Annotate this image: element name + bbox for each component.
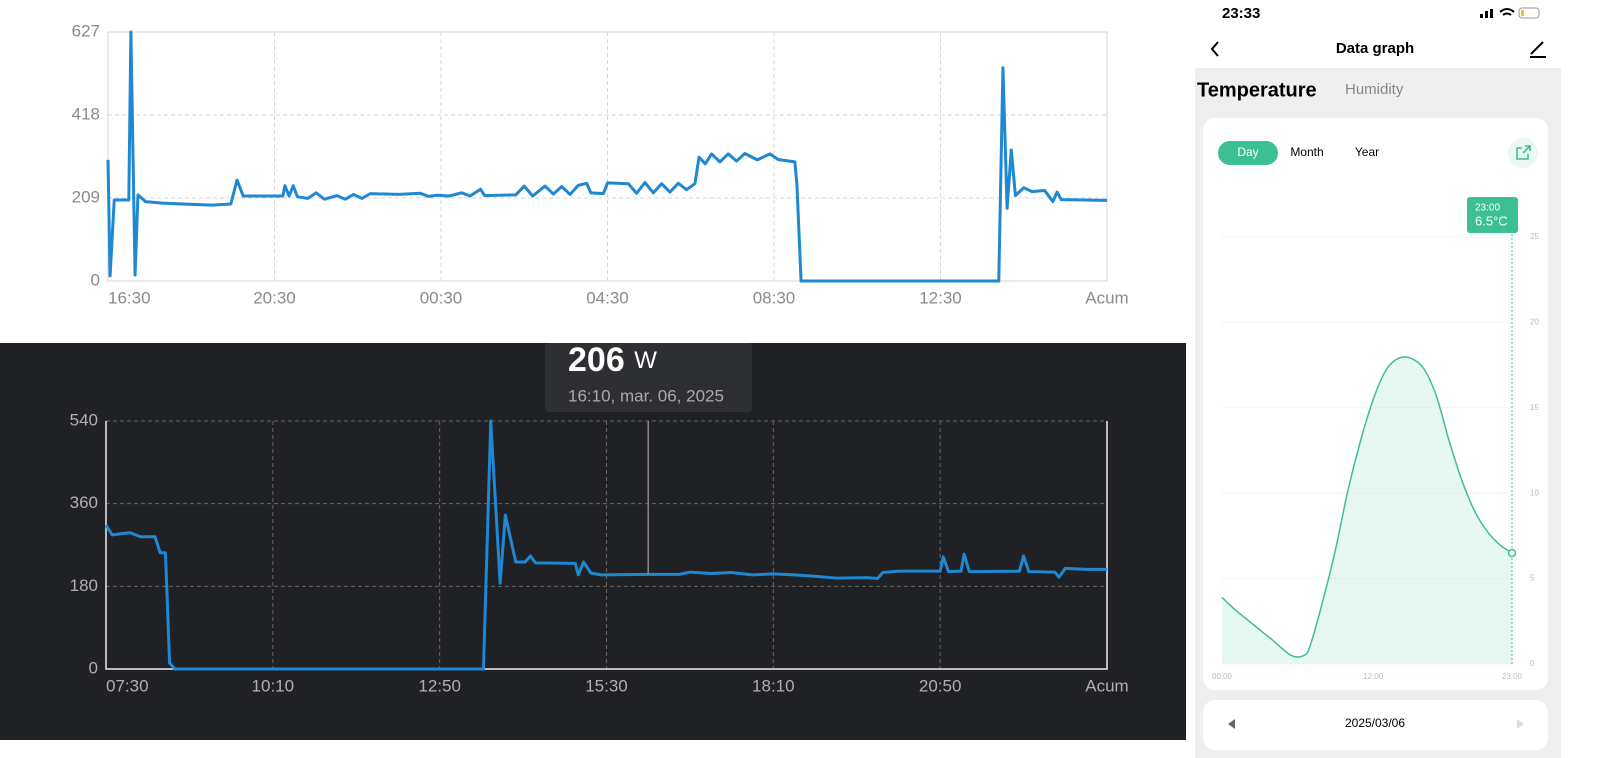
x-tick-label: 12:00 — [1363, 672, 1384, 681]
area — [1222, 356, 1512, 664]
chart-2: 206 W 16:10, mar. 06, 2025 0 180 360 540 07:… — [70, 341, 1129, 696]
y-tick-label: 20 — [1530, 318, 1539, 327]
line — [106, 30, 1108, 283]
tooltip-value: 206 — [568, 341, 625, 379]
x-tick-label: 10:10 — [252, 676, 295, 695]
x-tick-label: 08:30 — [753, 288, 796, 307]
x-tick-label: 00:00 — [1212, 672, 1233, 681]
tab[interactable]: Temperature — [1197, 79, 1317, 101]
next-day[interactable] — [1517, 719, 1524, 729]
chart-card — [1203, 118, 1548, 690]
edit-button[interactable] — [1530, 41, 1546, 58]
y-tick-label: 360 — [70, 493, 98, 512]
back-button[interactable] — [1210, 41, 1219, 57]
tooltip-unit: W — [634, 347, 657, 374]
x-tick-label: 04:30 — [586, 288, 629, 307]
y-tick-label: 209 — [72, 187, 100, 206]
period-pill[interactable] — [1218, 141, 1278, 165]
period[interactable]: Month — [1290, 145, 1323, 159]
x-tick-label: 18:10 — [752, 676, 795, 695]
period[interactable]: Year — [1355, 145, 1379, 159]
tooltip-value: 206 W — [568, 341, 657, 379]
tab[interactable]: Humidity — [1345, 81, 1404, 98]
date-card — [1203, 700, 1548, 750]
y-tick-label: 0 — [89, 658, 98, 677]
y-tick-label: 418 — [72, 104, 100, 123]
line — [1221, 356, 1513, 658]
prev-day[interactable] — [1228, 719, 1235, 729]
y-tick-label: 0 — [91, 270, 100, 289]
x-tick-label: 15:30 — [585, 676, 628, 695]
plot-frame — [107, 31, 1108, 282]
y-tick-label: 15 — [1530, 403, 1539, 412]
y-tick-label: 0 — [1530, 659, 1535, 668]
x-tick-label: 07:30 — [106, 676, 149, 695]
period[interactable]: Day — [1237, 145, 1258, 159]
y-tick-label: 180 — [70, 576, 98, 595]
tooltip-box — [1467, 197, 1518, 233]
page-title: Data graph — [1336, 40, 1414, 57]
x-tick-label: 23:00 — [1502, 672, 1523, 681]
cursor-dot — [1507, 548, 1517, 558]
x-tick-label: 20:50 — [919, 676, 962, 695]
x-tick-label: Acum — [1085, 676, 1128, 695]
tooltip-label: 16:10, mar. 06, 2025 — [568, 386, 724, 405]
x-tick-label: Acum — [1085, 288, 1128, 307]
y-tick-label: 627 — [72, 21, 100, 40]
y-tick-label: 25 — [1530, 232, 1539, 241]
x-tick-label: 20:30 — [253, 288, 296, 307]
date: 2025/03/06 — [1345, 716, 1405, 730]
export-icon — [1516, 145, 1531, 160]
chart-1: 0 209 418 627 16:30 20:30 00:30 04:30 08:30 12:30… — [72, 21, 1129, 307]
x-tick-label: 16:30 — [108, 288, 151, 307]
tooltip-value: 6.5°C — [1475, 213, 1508, 228]
tooltip-label: 23:00 — [1475, 203, 1500, 214]
x-tick-label: 12:50 — [418, 676, 461, 695]
status-time: 23:33 — [1222, 5, 1260, 22]
line — [104, 419, 1107, 671]
tooltip-box — [545, 343, 752, 412]
plot-frame — [105, 421, 1108, 670]
y-tick-label: 10 — [1530, 488, 1539, 497]
status-icons — [1480, 7, 1540, 19]
x-tick-label: 12:30 — [919, 288, 962, 307]
y-tick-label: 5 — [1530, 574, 1535, 583]
x-tick-label: 00:30 — [420, 288, 463, 307]
y-tick-label: 540 — [70, 410, 98, 429]
